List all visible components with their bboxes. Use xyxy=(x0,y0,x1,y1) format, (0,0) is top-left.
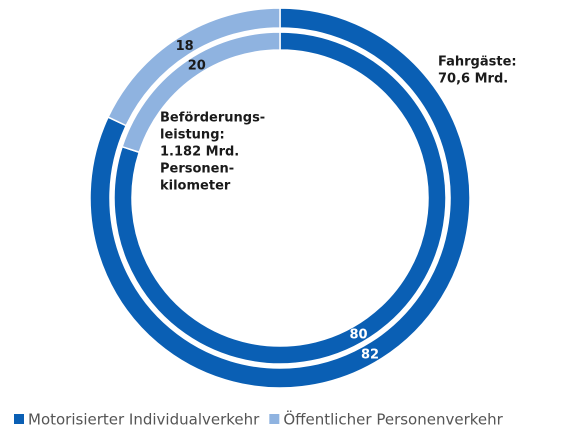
ring-label: 70,6 Mrd. xyxy=(438,72,508,87)
data-label: 20 xyxy=(188,58,206,73)
donut-segment xyxy=(107,7,281,127)
donut-segment xyxy=(121,31,281,154)
data-label: 80 xyxy=(349,327,367,342)
legend-label: Motorisierter Individualverkehr xyxy=(28,411,260,429)
ring-label: Beförderungs- xyxy=(160,111,265,126)
ring-label: Personen- xyxy=(160,162,234,177)
ring-label: kilometer xyxy=(160,179,231,194)
donut-segment xyxy=(89,7,471,389)
data-label: 18 xyxy=(176,39,194,54)
ring-label: Fahrgäste: xyxy=(438,55,517,70)
ring-label: 1.182 Mrd. xyxy=(160,145,239,160)
legend-swatch xyxy=(269,414,280,424)
legend-label: Öffentlicher Personenverkehr xyxy=(283,410,503,429)
legend-swatch xyxy=(14,414,24,424)
ring-label: leistung: xyxy=(160,128,225,143)
data-label: 82 xyxy=(361,347,379,362)
donut-segment xyxy=(113,31,447,365)
